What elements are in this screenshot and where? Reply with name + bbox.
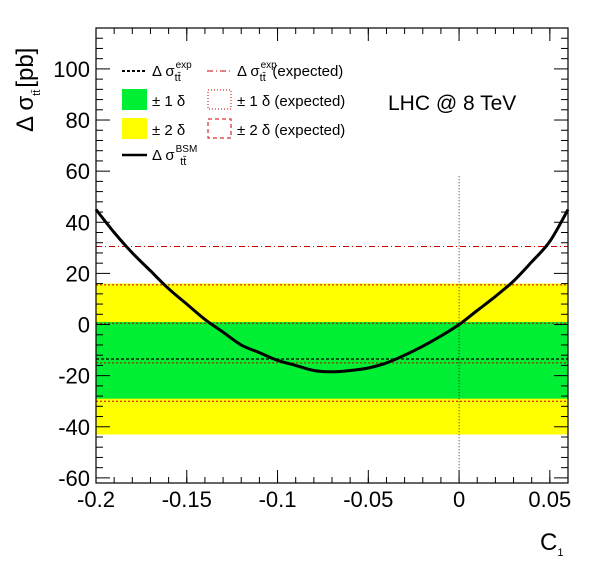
y-tick-label: 20 [66,261,90,286]
legend-label-exp-expected: Δ σexp tt̄ (expected) [237,60,343,84]
x-tick-label: -0.2 [77,487,115,512]
y-axis-title: Δ σtt̄[pb] [12,48,43,132]
legend-symbol-one-delta [122,89,147,110]
x-tick-label: 0.05 [528,487,571,512]
reference-lines-layer [96,176,568,483]
one-delta-band [96,321,568,399]
y-tick-label: 0 [78,313,90,338]
legend-label-two-delta-expected: ± 2 δ (expected) [237,122,345,139]
bsm-curve [94,208,570,374]
y-tick-label: 60 [66,159,90,184]
y-tick-label: 40 [66,210,90,235]
ticks-layer: -0.2 -0.15 -0.1 -0.05 0 0.05 -60 -40 -20 0 20 40 60 8… [53,27,571,512]
legend-label-one-delta-expected: ± 1 δ (expected) [237,93,345,110]
energy-annotation: LHC @ 8 TeV [388,92,516,115]
legend-label-two-delta: ± 2 δ [152,122,185,139]
legend-label-exp: Δ σexp tt̄ [152,60,192,84]
curve-layer [94,208,570,374]
x-tick-label: -0.15 [162,487,212,512]
legend-symbol-two-delta-expected [207,118,232,139]
legend-label-bsm: Δ σBSM tt̄ [152,144,197,168]
y-tick-label: 80 [66,108,90,133]
x-tick-label: -0.05 [343,487,393,512]
bands-layer [96,283,568,435]
legend-symbol-one-delta-expected [207,89,232,110]
x-axis-title: C1 [540,529,563,559]
y-tick-label: -20 [58,364,90,389]
x-tick-label: 0 [453,487,465,512]
y-tick-label: -60 [58,466,90,491]
y-tick-label: -40 [58,415,90,440]
x-tick-label: -0.1 [259,487,297,512]
y-tick-label: 100 [53,57,90,82]
legend-symbol-two-delta [122,118,147,139]
legend: Δ σexp tt̄ Δ σexp tt̄ (expected) ± 1 δ ± 1 δ … [122,60,345,168]
legend-label-one-delta: ± 1 δ [152,93,185,110]
